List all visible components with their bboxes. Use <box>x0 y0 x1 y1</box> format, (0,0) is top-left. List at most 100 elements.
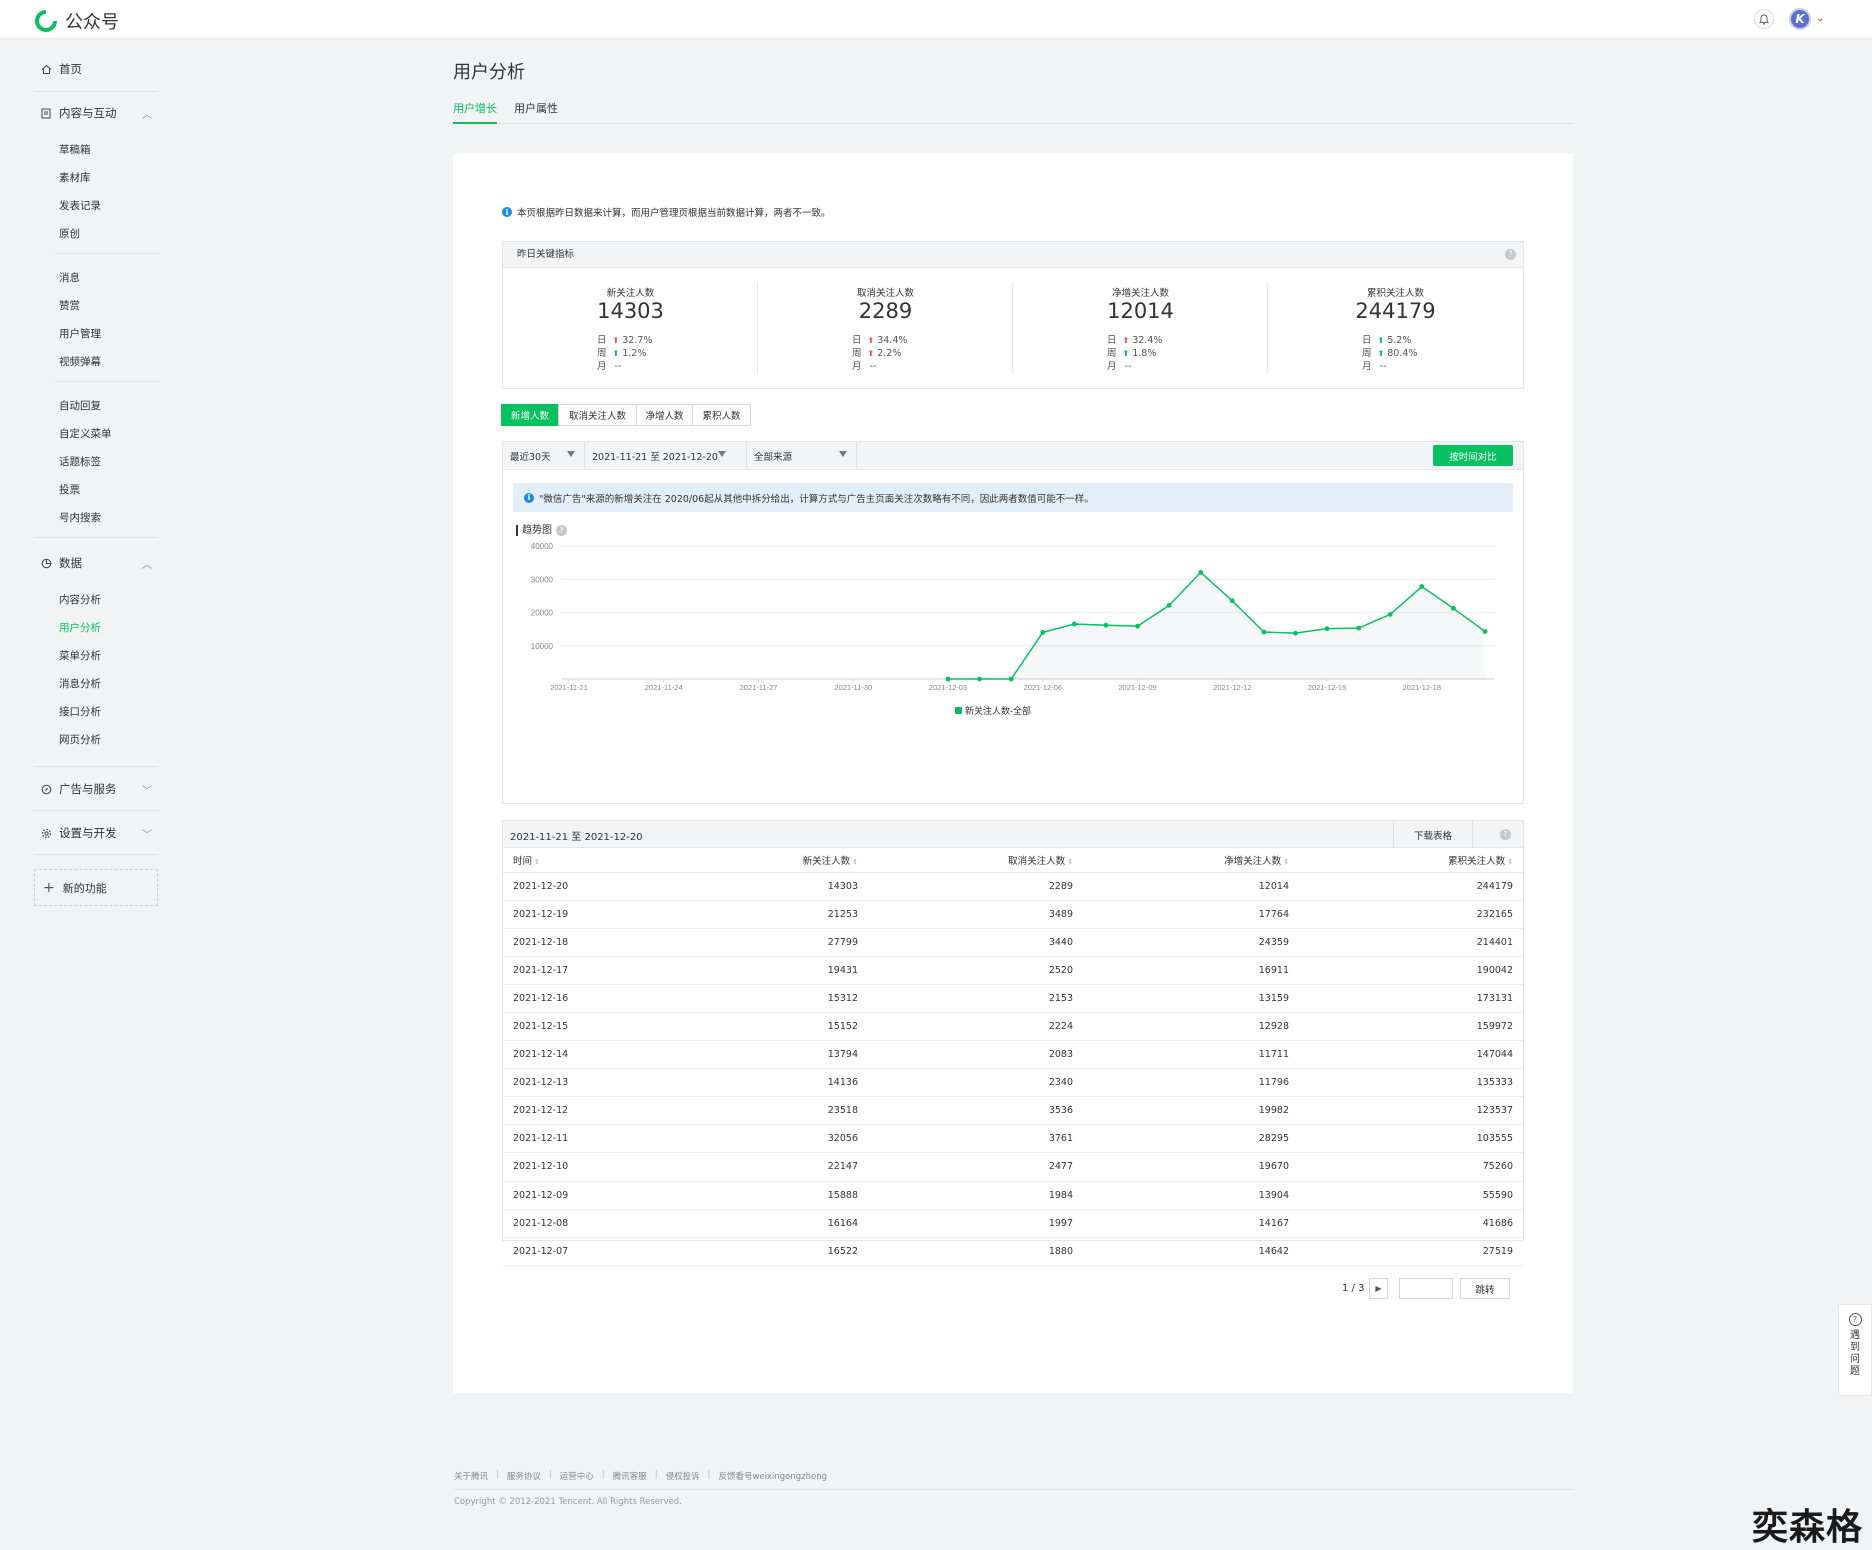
sidebar-item-auto-reply[interactable]: 自动回复 <box>59 400 101 412</box>
kpi-week-change: 1.8% <box>1132 348 1157 359</box>
divider <box>34 537 158 538</box>
table-cell: 12014 <box>1083 872 1299 901</box>
gear-icon <box>40 827 52 839</box>
sidebar-section-settings[interactable]: 设置与开发 ﹀ <box>34 825 158 841</box>
sidebar-item-menu-analysis[interactable]: 菜单分析 <box>59 650 101 662</box>
column-header-date[interactable]: 时间 ⇕ <box>503 848 703 873</box>
table-cell: 147044 <box>1299 1040 1523 1070</box>
app-logo[interactable]: 公众号 <box>34 8 119 34</box>
sidebar-section-data[interactable]: 数据 ︿ <box>34 555 158 571</box>
sidebar-item-vote[interactable]: 投票 <box>59 484 80 496</box>
sidebar-item-custom-menu[interactable]: 自定义菜单 <box>59 428 112 440</box>
segment-unfollow[interactable]: 取消关注人数 <box>558 404 637 426</box>
table-cell: 2021-12-08 <box>503 1209 703 1238</box>
divider <box>34 810 158 811</box>
arrow-down-icon: ⬆ <box>1377 336 1385 345</box>
data-point <box>1293 630 1298 636</box>
sidebar-section-content[interactable]: 内容与互动 ︿ <box>34 105 158 121</box>
kpi-month-change: -- <box>1379 361 1387 372</box>
sidebar-item-message-analysis[interactable]: 消息分析 <box>59 678 101 690</box>
sidebar-item-rewards[interactable]: 赞赏 <box>59 300 80 312</box>
help-icon[interactable]: ? <box>1500 829 1511 840</box>
table-cell: 2021-12-13 <box>503 1068 703 1098</box>
next-page-icon[interactable]: ▶ <box>1369 1278 1388 1299</box>
help-icon[interactable]: ? <box>556 525 567 536</box>
plus-icon: + <box>43 879 55 896</box>
column-header-new[interactable]: 新关注人数 ⇕ <box>703 848 868 873</box>
help-floating-button[interactable]: ? 遇到问题 <box>1838 1304 1872 1396</box>
sidebar-item-drafts[interactable]: 草稿箱 <box>59 144 91 156</box>
table-cell: 14303 <box>703 872 868 901</box>
footer-link[interactable]: 反馈看号weixingongzhong <box>718 1472 827 1482</box>
sidebar-item-materials[interactable]: 素材库 <box>59 172 91 184</box>
data-point <box>1482 629 1488 634</box>
chevron-down-icon[interactable]: ⌄ <box>1816 13 1825 24</box>
date-range-picker[interactable]: 2021-11-21 至 2021-12-20 <box>585 442 747 469</box>
jump-button[interactable]: 跳转 <box>1460 1278 1510 1299</box>
metric-segment-control: 新增人数 取消关注人数 净增人数 累积人数 <box>501 404 751 426</box>
footer-link[interactable]: 服务协议 <box>506 1472 541 1482</box>
kpi-day-change: 5.2% <box>1387 335 1412 346</box>
column-header-cumulative[interactable]: 累积关注人数 ⇕ <box>1299 848 1523 873</box>
x-tick-label: 2021-12-09 <box>1118 683 1156 692</box>
table-cell: 13794 <box>703 1040 868 1070</box>
tab-user-attributes[interactable]: 用户属性 <box>514 102 558 115</box>
table-cell: 2153 <box>868 984 1083 1013</box>
sidebar-item-topic-tags[interactable]: 话题标签 <box>59 456 101 468</box>
help-icon[interactable]: ? <box>1505 249 1516 260</box>
compass-icon <box>40 783 52 795</box>
footer-link[interactable]: 运营中心 <box>559 1472 594 1482</box>
data-point <box>1229 598 1235 604</box>
sidebar-item-user-management[interactable]: 用户管理 <box>59 328 101 340</box>
kpi-month-change: -- <box>614 361 622 372</box>
column-header-net[interactable]: 净增关注人数 ⇕ <box>1083 848 1299 873</box>
data-point <box>1387 611 1393 617</box>
table-header-bar: 2021-11-21 至 2021-12-20 下载表格 ? <box>503 821 1523 848</box>
footer-link[interactable]: 关于腾讯 <box>454 1472 489 1482</box>
bell-icon[interactable] <box>1754 9 1774 29</box>
sidebar-item-content-analysis[interactable]: 内容分析 <box>59 594 101 606</box>
table-cell: 3536 <box>868 1096 1083 1126</box>
kpi-label: 净增关注人数 <box>1111 288 1169 299</box>
footer-links: 关于腾讯 | 服务协议 | 运营中心 | 腾讯客服 | 侵权投诉 | 反馈看号weixingongz… <box>454 1470 827 1482</box>
table-cell: 55590 <box>1299 1181 1523 1210</box>
table-cell: 2477 <box>868 1152 1083 1182</box>
table-cell: 3489 <box>868 900 1083 929</box>
segment-new[interactable]: 新增人数 <box>501 404 559 426</box>
sidebar-section-ads[interactable]: 广告与服务 ﹀ <box>34 781 158 797</box>
footer-link[interactable]: 侵权投诉 <box>665 1472 700 1482</box>
period-select[interactable]: 最近30天 <box>503 442 585 469</box>
sidebar-item-web-analysis[interactable]: 网页分析 <box>59 734 101 746</box>
table-cell: 1997 <box>868 1209 1083 1238</box>
compare-by-time-button[interactable]: 按时间对比 <box>1433 445 1513 466</box>
segment-cumulative[interactable]: 累积人数 <box>692 404 751 426</box>
page-jump-input[interactable] <box>1399 1278 1453 1299</box>
sidebar-item-original[interactable]: 原创 <box>59 228 80 240</box>
date-range-value: 2021-11-21 至 2021-12-20 <box>592 451 718 463</box>
tab-user-growth[interactable]: 用户增长 <box>453 100 497 124</box>
segment-net[interactable]: 净增人数 <box>636 404 693 426</box>
kpi-changes: 日 ⬆ 5.2% 周 ⬆ 80.4% 月 -- <box>1362 335 1418 372</box>
avatar[interactable]: K <box>1789 8 1811 30</box>
table-cell: 24359 <box>1083 928 1299 957</box>
sidebar-item-api-analysis[interactable]: 接口分析 <box>59 706 101 718</box>
new-function-button[interactable]: + 新的功能 <box>34 869 158 906</box>
divider <box>34 766 158 767</box>
column-header-unfollow[interactable]: 取消关注人数 ⇕ <box>868 848 1083 873</box>
table-cell: 19431 <box>703 956 868 985</box>
source-select[interactable]: 全部来源 <box>747 442 857 469</box>
data-point <box>1103 622 1109 628</box>
legend-swatch <box>955 707 962 714</box>
sidebar-item-home[interactable]: 首页 <box>34 61 158 77</box>
kpi-changes: 日 ⬆ 32.7% 周 ⬆ 1.2% 月 -- <box>597 335 653 372</box>
sidebar-item-publish-records[interactable]: 发表记录 <box>59 200 101 212</box>
table-row: 2021-12-09 15888 1984 13904 55590 <box>503 1181 1523 1210</box>
footer-link[interactable]: 腾讯客服 <box>612 1472 647 1482</box>
table-cell: 2520 <box>868 956 1083 985</box>
sidebar-item-in-account-search[interactable]: 号内搜索 <box>59 512 101 524</box>
sidebar-item-video-danmaku[interactable]: 视频弹幕 <box>59 356 101 368</box>
sidebar-item-messages[interactable]: 消息 <box>59 272 80 284</box>
download-table-button[interactable]: 下载表格 <box>1393 821 1473 848</box>
table-cell: 14136 <box>703 1068 868 1098</box>
sidebar-item-user-analysis[interactable]: 用户分析 <box>59 622 101 634</box>
